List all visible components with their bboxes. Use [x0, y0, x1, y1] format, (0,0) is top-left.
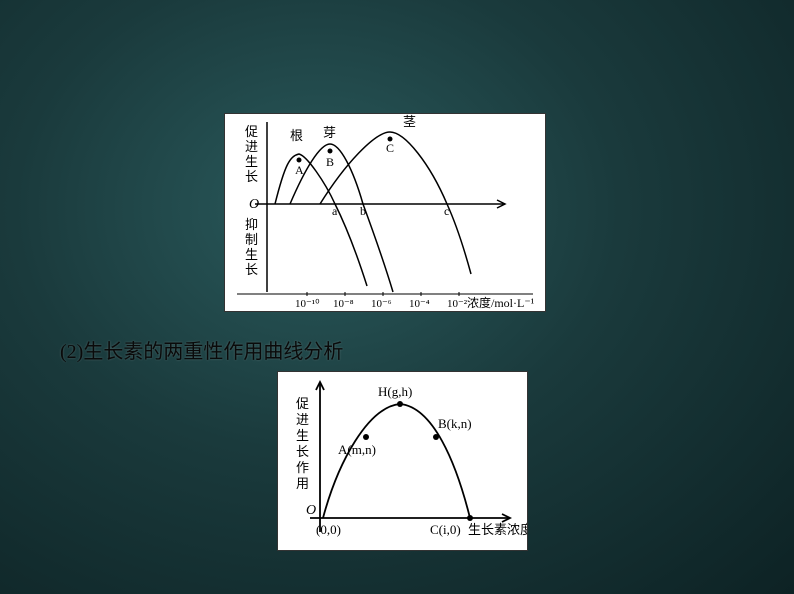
xtick-4: 10⁻² — [447, 298, 468, 310]
point-label-0: A — [295, 163, 304, 177]
origin2-coord: (0,0) — [316, 522, 341, 537]
origin-label: O — [249, 197, 259, 212]
y-bot-label-2: 生 — [245, 247, 258, 262]
chart1-axes — [255, 122, 505, 292]
y-bot-label-1: 制 — [245, 232, 258, 247]
c2-point-label-2: B(k,n) — [438, 416, 472, 431]
peak-label-2: 茎 — [403, 114, 416, 129]
peak-point-1 — [328, 149, 333, 154]
xtick-2: 10⁻⁶ — [371, 298, 392, 310]
origin2-label: O — [306, 503, 316, 518]
y2-label-0: 促 — [296, 396, 309, 411]
peak-label-1: 芽 — [323, 125, 336, 140]
c2-point-label-3: C(i,0) — [430, 522, 461, 537]
chart-organ-sensitivity: 促 进 生 长 O 抑 制 生 长 10⁻¹⁰10⁻⁸10⁻⁶10⁻⁴10⁻² … — [224, 113, 546, 312]
peak-point-0 — [297, 158, 302, 163]
c2-point-label-0: A(m,n) — [338, 442, 376, 457]
x2-axis-label: 生长素浓度 — [468, 522, 527, 537]
section-caption: (2)生长素的两重性作用曲线分析 — [60, 335, 343, 364]
cross-label-1: b — [360, 204, 366, 218]
point-label-1: B — [326, 155, 334, 169]
cross-label-0: a — [332, 204, 338, 218]
y-top-label-0: 促 — [245, 124, 258, 139]
y2-label-2: 生 — [296, 428, 309, 443]
c2-point-3 — [467, 515, 473, 521]
point-label-2: C — [386, 141, 394, 155]
y-top-label-1: 进 — [245, 139, 258, 154]
y2-label-4: 作 — [296, 460, 309, 475]
y2-label-5: 用 — [296, 476, 309, 491]
c2-point-1 — [397, 401, 403, 407]
y2-label-3: 长 — [296, 444, 309, 459]
c2-point-2 — [433, 434, 439, 440]
x-axis-label: 浓度/mol·L⁻¹ — [467, 295, 535, 310]
xtick-1: 10⁻⁸ — [333, 298, 354, 310]
chart2-axes — [310, 382, 510, 532]
y2-label-1: 进 — [296, 412, 309, 427]
c2-point-0 — [363, 434, 369, 440]
cross-label-2: c — [444, 204, 449, 218]
xtick-0: 10⁻¹⁰ — [295, 298, 320, 310]
y-bot-label-0: 抑 — [245, 217, 258, 232]
y-bot-label-3: 长 — [245, 262, 258, 277]
y-top-label-2: 生 — [245, 154, 258, 169]
peak-label-0: 根 — [290, 128, 303, 143]
chart-dual-effect: 促 进 生 长 作 用 O (0,0) A(m,n) H(g,h) B(k,n) C(… — [277, 371, 528, 551]
xtick-3: 10⁻⁴ — [409, 298, 430, 310]
y-top-label-3: 长 — [245, 169, 258, 184]
c2-point-label-1: H(g,h) — [378, 384, 412, 399]
